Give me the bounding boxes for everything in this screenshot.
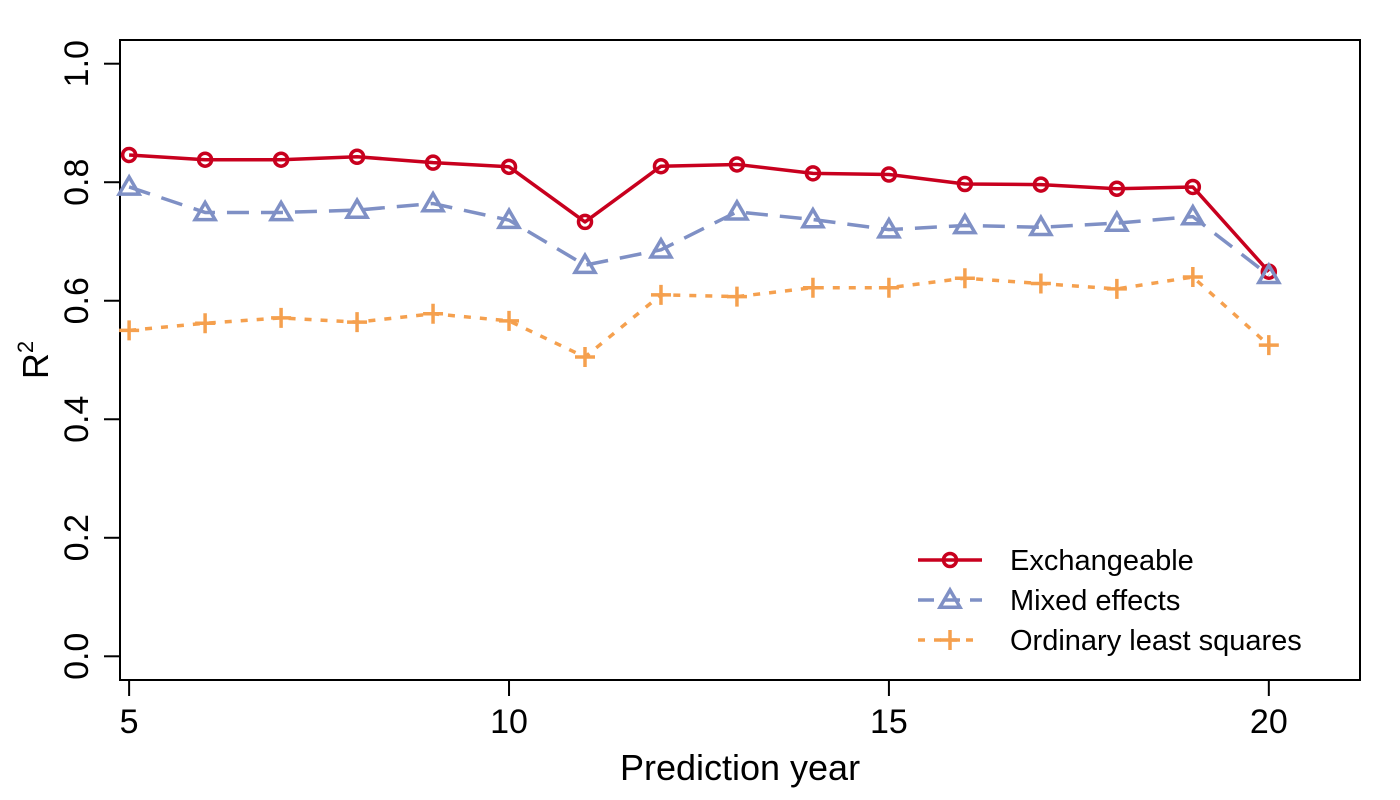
- data-point-ordinary-least-squares: [878, 277, 899, 298]
- y-tick-label: 0.0: [58, 633, 96, 680]
- data-point-mixed-effects: [495, 206, 523, 230]
- series-line-exchangeable: [129, 153, 1271, 273]
- legend-item-exchangeable: Exchangeable: [918, 545, 1194, 577]
- data-point-ordinary-least-squares: [271, 307, 292, 328]
- y-tick-label: 0.2: [58, 514, 96, 561]
- data-point-mixed-effects: [571, 251, 599, 275]
- legend-label: Mixed effects: [1010, 585, 1180, 617]
- y-tick-label: 0.6: [58, 277, 96, 324]
- series-layer: [116, 146, 1282, 368]
- y-axis: 0.0 0.2 0.4 0.6 0.8 1.0: [58, 40, 120, 680]
- data-point-ordinary-least-squares: [499, 310, 520, 331]
- legend-item-ordinary-least-squares: Ordinary least squares: [918, 625, 1302, 657]
- data-point-mixed-effects: [419, 190, 447, 213]
- legend: Exchangeable Mixed effects Ordinary least …: [918, 545, 1302, 657]
- data-point-exchangeable: [652, 157, 670, 175]
- series-mixed-effects: [116, 173, 1282, 285]
- data-point-mixed-effects: [1255, 261, 1282, 285]
- data-point-exchangeable: [804, 165, 822, 182]
- data-point-exchangeable: [120, 146, 138, 164]
- data-point-ordinary-least-squares: [1258, 335, 1279, 356]
- data-point-mixed-effects: [192, 198, 219, 222]
- legend-marker: [940, 630, 960, 650]
- data-point-exchangeable: [1108, 180, 1126, 197]
- data-point-mixed-effects: [647, 236, 675, 259]
- data-point-ordinary-least-squares: [195, 313, 216, 334]
- series-line-mixed-effects: [128, 185, 1270, 277]
- data-point-mixed-effects: [1027, 213, 1054, 237]
- data-point-ordinary-least-squares: [119, 320, 140, 341]
- data-point-exchangeable: [1184, 178, 1202, 196]
- data-point-exchangeable: [424, 154, 442, 171]
- data-point-exchangeable: [272, 151, 290, 168]
- y-tick-label: 0.4: [58, 396, 96, 443]
- y-axis-title-base: R: [15, 353, 56, 379]
- y-tick-label: 1.0: [58, 40, 96, 87]
- legend-marker: [941, 551, 959, 569]
- data-point-ordinary-least-squares: [650, 284, 671, 305]
- plot-frame: [119, 39, 1361, 681]
- data-point-ordinary-least-squares: [423, 303, 444, 324]
- legend-marker: [936, 586, 964, 609]
- data-point-mixed-effects: [1179, 203, 1206, 226]
- legend-label: Ordinary least squares: [1010, 625, 1302, 657]
- y-axis-title: R2: [13, 341, 56, 379]
- data-point-mixed-effects: [268, 198, 295, 222]
- legend-label: Exchangeable: [1010, 545, 1194, 577]
- data-point-exchangeable: [196, 151, 214, 168]
- series-ordinary-least-squares: [119, 267, 1279, 368]
- data-point-mixed-effects: [116, 173, 143, 196]
- data-point-mixed-effects: [1103, 209, 1130, 233]
- data-point-ordinary-least-squares: [1106, 278, 1127, 299]
- data-point-mixed-effects: [344, 196, 371, 220]
- series-exchangeable: [120, 146, 1278, 280]
- data-point-exchangeable: [956, 175, 974, 193]
- y-tick-label: 0.8: [58, 159, 96, 206]
- data-point-ordinary-least-squares: [575, 347, 595, 368]
- x-tick-label: 10: [490, 703, 528, 741]
- x-tick-label: 20: [1250, 703, 1288, 741]
- data-point-mixed-effects: [951, 211, 978, 235]
- x-tick-label: 15: [870, 703, 908, 741]
- data-point-mixed-effects: [875, 216, 902, 239]
- data-point-ordinary-least-squares: [802, 277, 823, 298]
- x-tick-label: 5: [120, 703, 139, 741]
- data-point-exchangeable: [576, 213, 594, 231]
- data-point-ordinary-least-squares: [1030, 273, 1051, 294]
- legend-item-mixed-effects: Mixed effects: [918, 585, 1180, 617]
- data-point-ordinary-least-squares: [347, 312, 368, 333]
- data-point-ordinary-least-squares: [954, 268, 975, 289]
- x-axis: 5 10 15 20: [120, 680, 1288, 741]
- data-point-exchangeable: [728, 156, 746, 173]
- x-axis-title: Prediction year: [620, 747, 860, 788]
- data-point-ordinary-least-squares: [1182, 267, 1203, 288]
- data-point-mixed-effects: [799, 206, 826, 229]
- data-point-exchangeable: [348, 148, 366, 165]
- y-axis-title-superscript: 2: [13, 341, 38, 353]
- data-point-ordinary-least-squares: [726, 286, 747, 307]
- data-point-exchangeable: [880, 166, 898, 183]
- data-point-exchangeable: [500, 158, 518, 176]
- data-point-mixed-effects: [723, 198, 751, 221]
- data-point-exchangeable: [1032, 176, 1050, 193]
- series-line-ordinary-least-squares: [128, 275, 1270, 359]
